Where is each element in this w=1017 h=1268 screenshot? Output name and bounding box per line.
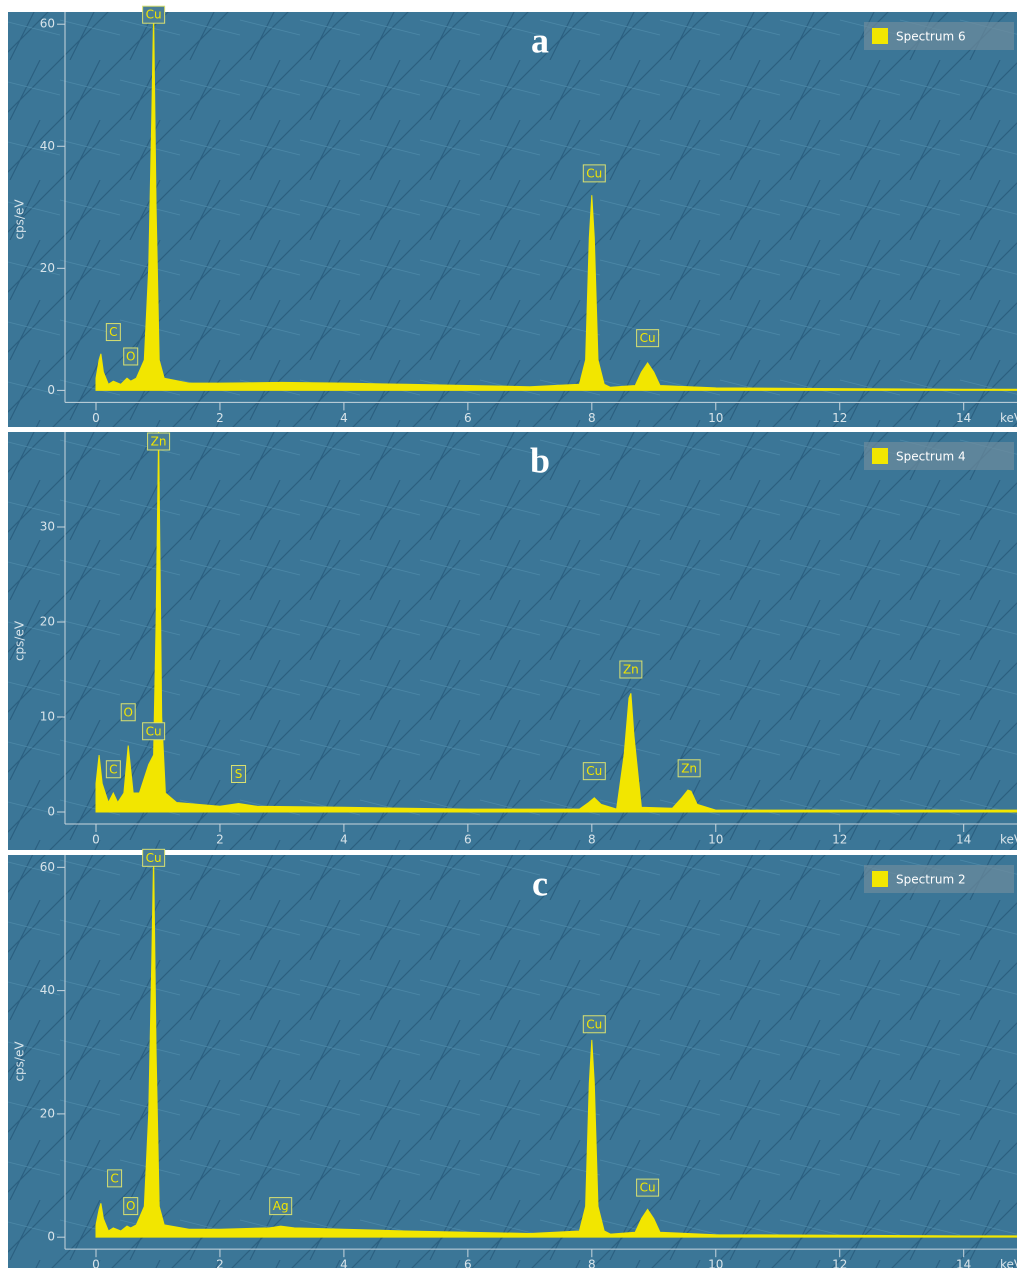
peak-label: Cu [586, 166, 602, 180]
y-tick-label: 20 [40, 615, 55, 629]
x-tick-label: 12 [832, 1258, 847, 1268]
x-axis-label: keV [1000, 833, 1017, 847]
x-tick-label: 4 [340, 1258, 348, 1268]
x-tick-label: 10 [708, 833, 723, 847]
x-tick-label: 6 [464, 411, 472, 425]
peak-label: Zn [623, 663, 639, 677]
x-tick-label: 0 [92, 411, 100, 425]
panel-title: a [531, 20, 549, 60]
panel: Spectrum 2 0 20 40 60 0 2 4 6 8 10 12 14 keV cps/eV c Cu… [8, 849, 1017, 1268]
y-tick-label: 30 [40, 520, 55, 534]
x-tick-label: 12 [832, 833, 847, 847]
legend-swatch [872, 28, 888, 44]
y-tick-label: 0 [47, 1230, 55, 1244]
x-tick-label: 2 [216, 833, 224, 847]
legend-label: Spectrum 2 [896, 873, 966, 887]
peak-label: C [109, 325, 117, 339]
peak-label: S [235, 767, 243, 781]
x-tick-label: 14 [956, 833, 971, 847]
x-tick-label: 2 [216, 1258, 224, 1268]
x-tick-label: 6 [464, 1258, 472, 1268]
x-tick-label: 4 [340, 411, 348, 425]
panel-title: c [532, 863, 548, 903]
legend-label: Spectrum 4 [896, 450, 966, 464]
x-tick-label: 10 [708, 1258, 723, 1268]
peak-label: Ag [273, 1199, 289, 1213]
legend-label: Spectrum 6 [896, 30, 966, 44]
peak-label: O [126, 349, 135, 363]
legend-swatch [872, 871, 888, 887]
x-tick-label: 2 [216, 411, 224, 425]
peak-label: Zn [151, 435, 167, 449]
page: Spectrum 6020406002468101214keVcps/eVaCu… [0, 0, 1017, 1268]
x-tick-label: 8 [588, 833, 596, 847]
peak-label: Cu [586, 1017, 602, 1031]
y-axis-label: cps/eV [13, 199, 27, 240]
peak-label: Cu [146, 724, 162, 738]
y-tick-label: 40 [40, 139, 55, 153]
figure: Spectrum 6020406002468101214keVcps/eVaCu… [0, 0, 1017, 1268]
y-tick-label: 60 [40, 860, 55, 874]
y-tick-label: 0 [47, 383, 55, 397]
x-tick-label: 0 [92, 833, 100, 847]
peak-label: Cu [586, 764, 602, 778]
peak-label: Cu [146, 8, 162, 22]
x-axis-label: keV [1000, 1258, 1017, 1268]
x-tick-label: 14 [956, 1258, 971, 1268]
x-tick-label: 10 [708, 411, 723, 425]
y-tick-label: 20 [40, 1106, 55, 1120]
x-axis-label: keV [1000, 411, 1017, 425]
y-tick-label: 10 [40, 710, 55, 724]
y-axis-label: cps/eV [13, 620, 27, 661]
y-tick-label: 20 [40, 261, 55, 275]
x-tick-label: 8 [588, 411, 596, 425]
x-tick-label: 8 [588, 1258, 596, 1268]
x-tick-label: 0 [92, 1258, 100, 1268]
peak-label: Cu [640, 331, 656, 345]
y-tick-label: 0 [47, 805, 55, 819]
y-axis-label: cps/eV [13, 1041, 27, 1082]
peak-label: Cu [146, 851, 162, 865]
peak-label: C [110, 1171, 118, 1185]
panel: Spectrum 6 0 20 40 60 0 2 4 6 8 10 12 14 keV cps/eV a Cu… [8, 6, 1017, 427]
x-tick-label: 14 [956, 411, 971, 425]
x-tick-label: 12 [832, 411, 847, 425]
y-tick-label: 40 [40, 983, 55, 997]
peak-label: O [126, 1199, 135, 1213]
panel-title: b [530, 440, 550, 480]
panel: Spectrum 4 0 10 20 30 0 2 4 6 8 10 12 14 keV cps/eV b Zn… [8, 432, 1017, 850]
x-tick-label: 4 [340, 833, 348, 847]
peak-label: Zn [681, 761, 697, 775]
peak-label: Cu [640, 1181, 656, 1195]
y-tick-label: 60 [40, 17, 55, 31]
x-tick-label: 6 [464, 833, 472, 847]
peak-label: O [123, 705, 132, 719]
legend-swatch [872, 448, 888, 464]
peak-label: C [109, 762, 117, 776]
